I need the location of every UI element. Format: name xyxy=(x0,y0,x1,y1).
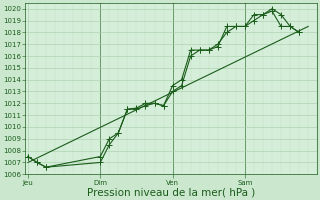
X-axis label: Pression niveau de la mer( hPa ): Pression niveau de la mer( hPa ) xyxy=(87,187,255,197)
